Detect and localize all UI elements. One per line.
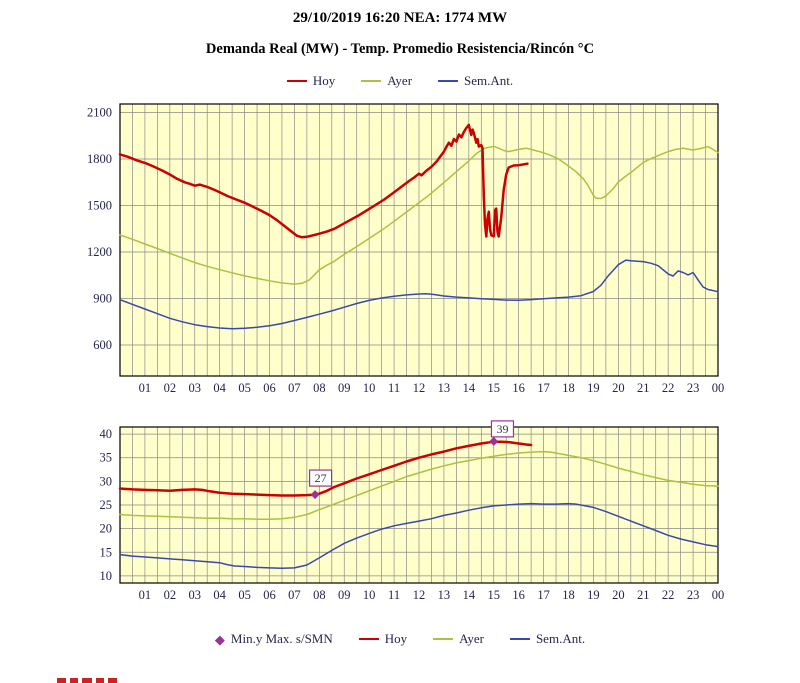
svg-text:17: 17	[537, 381, 550, 395]
svg-text:08: 08	[313, 588, 326, 602]
ayer-line-swatch	[361, 80, 382, 82]
svg-text:20: 20	[612, 381, 625, 395]
svg-text:13: 13	[438, 381, 451, 395]
svg-text:00: 00	[712, 588, 725, 602]
svg-text:03: 03	[189, 588, 202, 602]
ayer-temp-line-swatch	[433, 638, 454, 640]
legend-item-semant-temp: Sem.Ant.	[509, 631, 586, 647]
svg-text:15: 15	[488, 588, 501, 602]
svg-text:21: 21	[637, 588, 650, 602]
svg-text:18: 18	[562, 588, 575, 602]
svg-text:22: 22	[662, 381, 675, 395]
svg-text:18: 18	[562, 381, 575, 395]
legend-item-ayer-temp: Ayer	[433, 631, 484, 647]
svg-text:06: 06	[263, 588, 276, 602]
svg-text:05: 05	[238, 588, 251, 602]
svg-text:30: 30	[100, 474, 113, 488]
svg-text:02: 02	[164, 588, 177, 602]
svg-text:12: 12	[413, 588, 426, 602]
svg-text:17: 17	[537, 588, 550, 602]
svg-text:21: 21	[637, 381, 650, 395]
svg-text:11: 11	[388, 381, 400, 395]
svg-text:20: 20	[612, 588, 625, 602]
svg-text:14: 14	[463, 588, 476, 602]
semant-temp-line-swatch	[509, 638, 530, 640]
temperature-chart-wrap: 10 15 20 25 30 35 40 01 02 03 04 05 06 07 08 09 10 11 12 13…	[0, 411, 800, 623]
svg-text:13: 13	[438, 588, 451, 602]
legend-bottom: ◆ Min.y Max. s/SMN Hoy Ayer Sem.Ant.	[0, 631, 800, 647]
svg-text:20: 20	[100, 522, 113, 536]
svg-text:10: 10	[100, 569, 113, 583]
legend-item-semant: Sem.Ant.	[438, 73, 513, 89]
legend-label-semant: Sem.Ant.	[464, 73, 514, 88]
svg-text:1200: 1200	[87, 245, 112, 259]
svg-text:600: 600	[93, 338, 112, 352]
svg-text:23: 23	[687, 381, 700, 395]
svg-text:10: 10	[363, 381, 376, 395]
svg-text:01: 01	[139, 381, 152, 395]
cropped-logo-fragment	[57, 678, 117, 683]
hoy-line-swatch	[286, 80, 307, 82]
svg-text:06: 06	[263, 381, 276, 395]
svg-text:07: 07	[288, 381, 301, 395]
hoy-temp-line-swatch	[358, 638, 379, 640]
semant-line-swatch	[438, 80, 459, 82]
demand-chart-wrap: 600 900 1200 1500 1800 2100 01 02 03 04 05 06 07 08 09…	[0, 94, 800, 406]
page-title: 29/10/2019 16:20 NEA: 1774 MW	[292, 10, 508, 26]
svg-text:1500: 1500	[87, 199, 112, 213]
legend-item-hoy: Hoy	[286, 73, 336, 89]
legend-label-hoy: Hoy	[312, 73, 336, 88]
legend-label-minmax: Min.y Max. s/SMN	[230, 631, 333, 646]
min-max-diamond-icon: ◆	[214, 631, 225, 647]
legend-item-hoy-temp: Hoy	[358, 631, 408, 647]
legend-item-minmax: ◆ Min.y Max. s/SMN	[215, 631, 333, 647]
legend-item-ayer: Ayer	[361, 73, 412, 89]
svg-text:35: 35	[100, 451, 113, 465]
svg-text:01: 01	[139, 588, 152, 602]
svg-text:02: 02	[164, 381, 177, 395]
temperature-chart: 10 15 20 25 30 35 40 01 02 03 04 05 06 07 08 09 10 11 12 13…	[100, 420, 725, 602]
page-subtitle: Demanda Real (MW) - Temp. Promedio Resis…	[205, 41, 595, 57]
svg-text:19: 19	[587, 381, 600, 395]
svg-text:39: 39	[496, 422, 508, 436]
svg-text:09: 09	[338, 588, 351, 602]
legend-label-semant-temp: Sem.Ant.	[535, 631, 586, 646]
svg-text:03: 03	[189, 381, 202, 395]
svg-text:15: 15	[100, 545, 113, 559]
legend-label-ayer: Ayer	[387, 73, 413, 88]
svg-text:19: 19	[587, 588, 600, 602]
svg-text:11: 11	[388, 588, 400, 602]
svg-text:1800: 1800	[87, 152, 112, 166]
svg-text:07: 07	[288, 588, 301, 602]
svg-text:27: 27	[315, 471, 327, 485]
svg-text:10: 10	[363, 588, 376, 602]
svg-text:00: 00	[712, 381, 725, 395]
svg-text:04: 04	[213, 381, 226, 395]
svg-text:04: 04	[213, 588, 226, 602]
svg-text:05: 05	[238, 381, 251, 395]
svg-text:23: 23	[687, 588, 700, 602]
svg-text:14: 14	[463, 381, 476, 395]
legend-top: Hoy Ayer Sem.Ant.	[0, 73, 800, 89]
svg-text:16: 16	[512, 381, 525, 395]
legend-label-hoy-temp: Hoy	[384, 631, 408, 646]
legend-label-ayer-temp: Ayer	[459, 631, 484, 646]
svg-text:08: 08	[313, 381, 326, 395]
svg-text:22: 22	[662, 588, 675, 602]
svg-text:12: 12	[413, 381, 426, 395]
svg-text:900: 900	[93, 292, 112, 306]
svg-text:16: 16	[512, 588, 525, 602]
svg-text:40: 40	[100, 427, 113, 441]
svg-text:25: 25	[100, 498, 113, 512]
svg-text:15: 15	[488, 381, 501, 395]
svg-text:2100: 2100	[87, 106, 112, 120]
svg-text:09: 09	[338, 381, 351, 395]
